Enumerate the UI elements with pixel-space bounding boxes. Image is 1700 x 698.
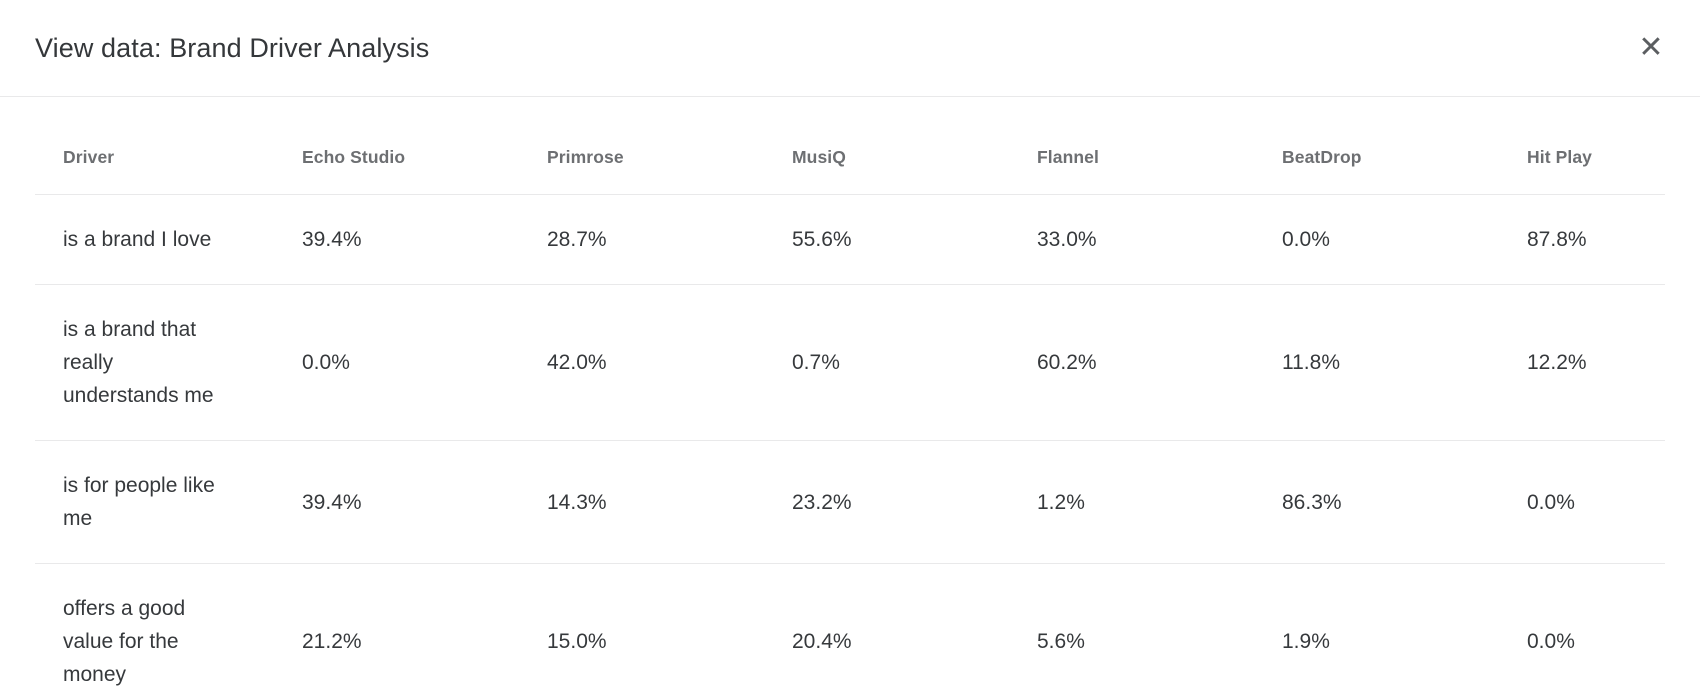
value-cell: 0.0% (1499, 440, 1665, 564)
value-cell: 0.7% (764, 284, 1009, 441)
table-header-row: Driver Echo Studio Primrose MusiQ Flanne… (35, 123, 1665, 195)
value-cell: 1.2% (1009, 440, 1254, 564)
value-cell: 0.0% (274, 284, 519, 441)
driver-cell: is for people like me (35, 440, 274, 564)
close-button[interactable]: ✕ (1629, 26, 1673, 70)
close-icon: ✕ (1638, 31, 1664, 64)
column-header-flannel: Flannel (1009, 123, 1254, 195)
column-header-beatdrop: BeatDrop (1254, 123, 1499, 195)
modal-header: View data: Brand Driver Analysis ✕ (0, 0, 1700, 97)
value-cell: 11.8% (1254, 284, 1499, 441)
value-cell: 0.0% (1254, 194, 1499, 285)
modal-title: View data: Brand Driver Analysis (35, 32, 430, 63)
modal-body: Driver Echo Studio Primrose MusiQ Flanne… (0, 97, 1700, 698)
table-row: is for people like me 39.4% 14.3% 23.2% … (35, 440, 1665, 564)
column-header-hit-play: Hit Play (1499, 123, 1665, 195)
value-cell: 12.2% (1499, 284, 1665, 441)
value-cell: 1.9% (1282, 630, 1330, 653)
value-cell: 87.8% (1499, 194, 1665, 285)
value-cell: 55.6% (764, 194, 1009, 285)
value-cell: 0.0% (1527, 630, 1575, 653)
value-cell: 60.2% (1009, 284, 1254, 441)
driver-cell: is a brand I love (35, 194, 274, 285)
column-header-primrose: Primrose (519, 123, 764, 195)
value-cell: 39.4% (274, 440, 519, 564)
value-cell: 39.4% (274, 194, 519, 285)
column-header-musiq: MusiQ (764, 123, 1009, 195)
column-header-echo-studio: Echo Studio (274, 123, 519, 195)
driver-cell: is a brand that really understands me (35, 284, 274, 441)
brand-driver-table: Driver Echo Studio Primrose MusiQ Flanne… (35, 123, 1665, 698)
value-cell: 86.3% (1254, 440, 1499, 564)
table-row: is a brand I love 39.4% 28.7% 55.6% 33.0… (35, 194, 1665, 285)
value-cell: 23.2% (764, 440, 1009, 564)
value-cell: 20.4% (792, 630, 852, 653)
value-cell: 5.6% (1037, 630, 1085, 653)
value-cell: 14.3% (519, 440, 764, 564)
column-header-driver: Driver (35, 123, 274, 195)
value-cell: 21.2% (302, 630, 362, 653)
driver-cell: offers a good value for the money (63, 597, 186, 686)
value-cell: 15.0% (547, 630, 607, 653)
table-row: offers a good value for the money 21.2% … (35, 564, 1665, 698)
value-cell: 42.0% (519, 284, 764, 441)
value-cell: 33.0% (1009, 194, 1254, 285)
value-cell: 28.7% (519, 194, 764, 285)
table-row: is a brand that really understands me 0.… (35, 284, 1665, 441)
